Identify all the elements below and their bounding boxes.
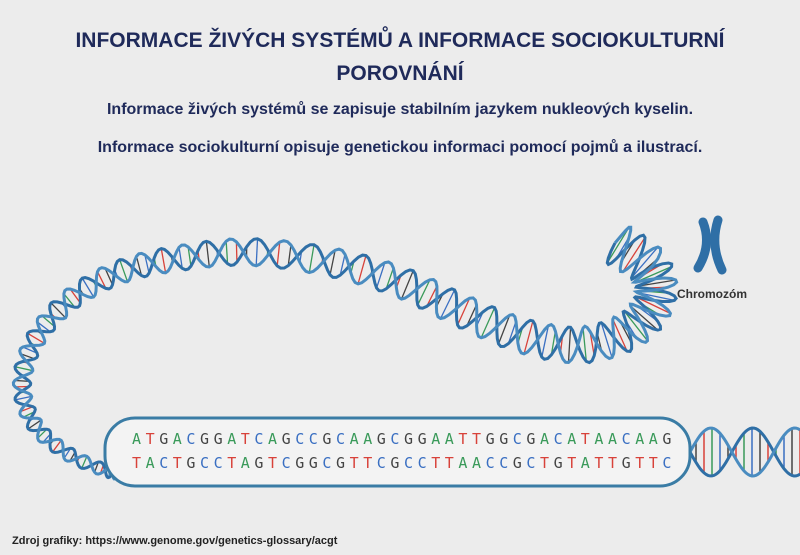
dna-helix [11, 225, 800, 481]
base-pair [14, 366, 33, 372]
base-pair [69, 288, 81, 304]
base-pair [104, 268, 114, 286]
subtitle: POROVNÁNÍ [336, 62, 464, 85]
base-pair [63, 293, 76, 308]
chromatid [693, 217, 712, 273]
base-pair [582, 327, 587, 362]
base-pair [22, 346, 38, 354]
base-pair [612, 318, 628, 352]
base-pair [119, 259, 129, 282]
base-pair [178, 247, 183, 269]
base-pair [41, 315, 55, 327]
base-pair [205, 241, 210, 268]
title: INFORMACE ŽIVÝCH SYSTÉMŮ A INFORMACE SOC… [75, 26, 725, 52]
base-pair [606, 226, 630, 264]
base-pair [550, 331, 557, 355]
base-pair [426, 285, 438, 307]
base-pair [52, 439, 62, 453]
base-pair [308, 244, 315, 273]
base-pair [339, 254, 346, 276]
base-pair [497, 314, 511, 345]
base-pair [600, 322, 613, 358]
base-pair [144, 254, 150, 274]
base-pair [622, 237, 646, 273]
base-pair [36, 321, 51, 333]
base-pair [480, 307, 496, 339]
base-pair [385, 267, 395, 289]
base-pair [235, 241, 238, 263]
chromosome-label: Chromozóm [677, 287, 747, 301]
base-pair [466, 304, 478, 327]
base-pair [630, 305, 659, 331]
base-pair [255, 238, 259, 266]
strand [688, 426, 800, 478]
base-pair [96, 271, 107, 289]
base-pair [225, 241, 229, 264]
base-pair [14, 395, 32, 401]
strand [688, 426, 800, 478]
chromosome [693, 215, 727, 275]
base-pair [357, 255, 367, 285]
base-pair [376, 262, 386, 289]
base-pair [187, 246, 192, 267]
base-pair [635, 296, 671, 314]
base-pair [81, 277, 95, 298]
source: Zdroj grafiky: https://www.genome.gov/ge… [12, 535, 338, 547]
base-pair [27, 332, 45, 344]
base-pair [630, 246, 659, 279]
base-pair [417, 279, 431, 306]
chromatid [710, 215, 727, 275]
line: Informace živých systémů se zapisuje sta… [107, 101, 693, 118]
strand [11, 225, 679, 481]
base-pair [400, 270, 414, 300]
base-pair [287, 244, 292, 266]
base-pair [276, 242, 281, 266]
base-pair [507, 321, 517, 344]
base-pair [81, 456, 88, 469]
base-pair [567, 327, 572, 363]
base-pair [541, 325, 550, 358]
base-pair [160, 248, 167, 273]
base-pair [329, 250, 336, 276]
base-pair [135, 256, 143, 276]
sequence-box [103, 416, 692, 488]
line: Informace sociokulturní opisuje genetick… [98, 139, 703, 156]
base-pair [456, 297, 471, 326]
base-pair [27, 419, 42, 430]
base-pair [623, 310, 648, 342]
base-pair [50, 302, 67, 319]
base-pair [523, 320, 534, 355]
base-pair [439, 289, 456, 319]
strand [13, 233, 678, 480]
